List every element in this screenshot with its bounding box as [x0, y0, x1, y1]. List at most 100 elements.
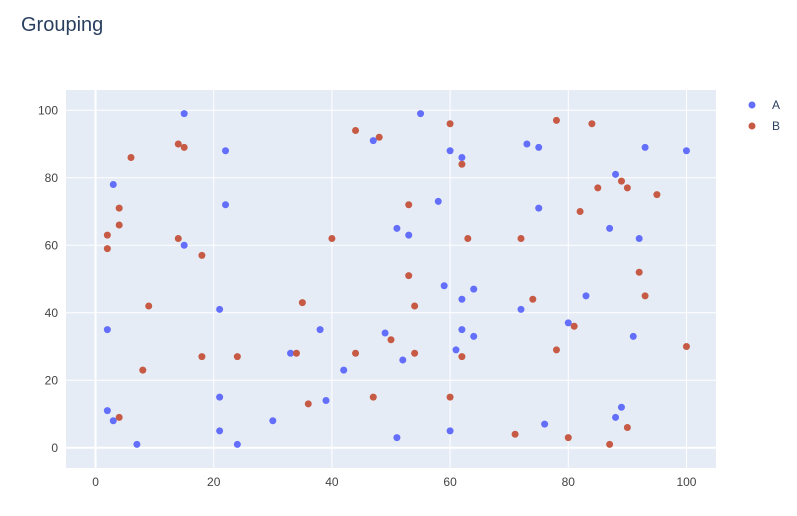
data-point[interactable] [517, 235, 525, 242]
data-point[interactable] [635, 235, 643, 242]
data-point[interactable] [103, 407, 111, 415]
data-point[interactable] [369, 137, 377, 145]
data-point[interactable] [103, 245, 111, 253]
data-point[interactable] [405, 272, 413, 280]
data-point[interactable] [180, 143, 188, 151]
legend-item-a[interactable]: A [748, 98, 781, 112]
data-point[interactable] [340, 366, 348, 374]
data-point[interactable] [511, 430, 519, 438]
data-point[interactable] [145, 302, 153, 310]
data-point[interactable] [405, 231, 413, 239]
data-point[interactable] [458, 326, 466, 334]
data-point[interactable] [393, 434, 401, 442]
data-point[interactable] [612, 170, 620, 178]
data-point[interactable] [393, 224, 401, 232]
data-point[interactable] [641, 292, 649, 300]
data-point[interactable] [322, 397, 330, 404]
data-point[interactable] [174, 140, 182, 148]
data-point[interactable] [529, 295, 537, 303]
data-point[interactable] [682, 147, 690, 155]
legend[interactable]: AB [748, 98, 781, 133]
data-point[interactable] [623, 184, 631, 192]
data-point[interactable] [292, 349, 300, 357]
data-point[interactable] [535, 143, 543, 151]
data-point[interactable] [328, 235, 336, 242]
data-point[interactable] [198, 251, 206, 259]
data-point[interactable] [115, 413, 123, 421]
data-point[interactable] [588, 120, 596, 128]
data-point[interactable] [139, 366, 147, 374]
data-point[interactable] [564, 319, 572, 327]
data-point[interactable] [411, 302, 419, 310]
data-point[interactable] [103, 326, 111, 334]
data-point[interactable] [446, 147, 454, 155]
data-point[interactable] [198, 353, 206, 361]
data-point[interactable] [523, 140, 531, 148]
data-point[interactable] [446, 393, 454, 401]
data-point[interactable] [458, 160, 466, 168]
data-point[interactable] [352, 127, 360, 134]
data-point[interactable] [446, 427, 454, 435]
data-point[interactable] [233, 440, 241, 448]
data-point[interactable] [287, 349, 295, 357]
data-point[interactable] [617, 177, 625, 185]
data-point[interactable] [216, 393, 224, 401]
data-point[interactable] [133, 440, 141, 448]
data-point[interactable] [623, 424, 631, 431]
data-point[interactable] [180, 241, 188, 249]
data-point[interactable] [103, 231, 111, 239]
data-point[interactable] [369, 393, 377, 401]
data-point[interactable] [464, 235, 472, 242]
data-point[interactable] [635, 268, 643, 276]
data-point[interactable] [582, 292, 590, 300]
data-point[interactable] [381, 329, 389, 337]
data-point[interactable] [458, 353, 466, 361]
data-point[interactable] [535, 204, 543, 212]
data-point[interactable] [440, 282, 448, 290]
data-point[interactable] [222, 147, 230, 155]
data-point[interactable] [552, 116, 560, 124]
data-point[interactable] [399, 356, 407, 364]
data-point[interactable] [174, 235, 182, 242]
data-point[interactable] [470, 332, 478, 340]
data-point[interactable] [541, 420, 549, 428]
data-point[interactable] [552, 346, 560, 354]
data-point[interactable] [115, 221, 123, 229]
data-point[interactable] [594, 184, 602, 192]
data-point[interactable] [617, 403, 625, 411]
data-point[interactable] [446, 120, 454, 128]
data-point[interactable] [606, 224, 614, 232]
data-point[interactable] [470, 285, 478, 293]
data-point[interactable] [570, 322, 578, 330]
data-point[interactable] [458, 295, 466, 303]
data-point[interactable] [109, 417, 117, 425]
data-point[interactable] [606, 440, 614, 448]
data-point[interactable] [653, 191, 661, 199]
data-point[interactable] [517, 305, 525, 313]
data-point[interactable] [298, 299, 306, 307]
data-point[interactable] [576, 208, 584, 215]
data-point[interactable] [452, 346, 460, 354]
data-point[interactable] [682, 343, 690, 350]
data-point[interactable] [629, 332, 637, 340]
data-point[interactable] [127, 154, 135, 161]
data-point[interactable] [417, 110, 425, 118]
data-point[interactable] [375, 133, 383, 141]
data-point[interactable] [458, 154, 466, 161]
data-point[interactable] [411, 349, 419, 357]
data-point[interactable] [434, 197, 442, 205]
data-point[interactable] [233, 353, 241, 361]
data-point[interactable] [109, 181, 117, 188]
data-point[interactable] [115, 204, 123, 212]
data-point[interactable] [222, 201, 230, 209]
data-point[interactable] [352, 349, 360, 357]
data-point[interactable] [564, 434, 572, 442]
data-point[interactable] [180, 110, 188, 118]
data-point[interactable] [405, 201, 413, 209]
data-point[interactable] [641, 143, 649, 151]
data-point[interactable] [216, 427, 224, 435]
data-point[interactable] [316, 326, 324, 334]
data-point[interactable] [216, 305, 224, 313]
data-point[interactable] [269, 417, 277, 425]
data-point[interactable] [304, 400, 312, 408]
